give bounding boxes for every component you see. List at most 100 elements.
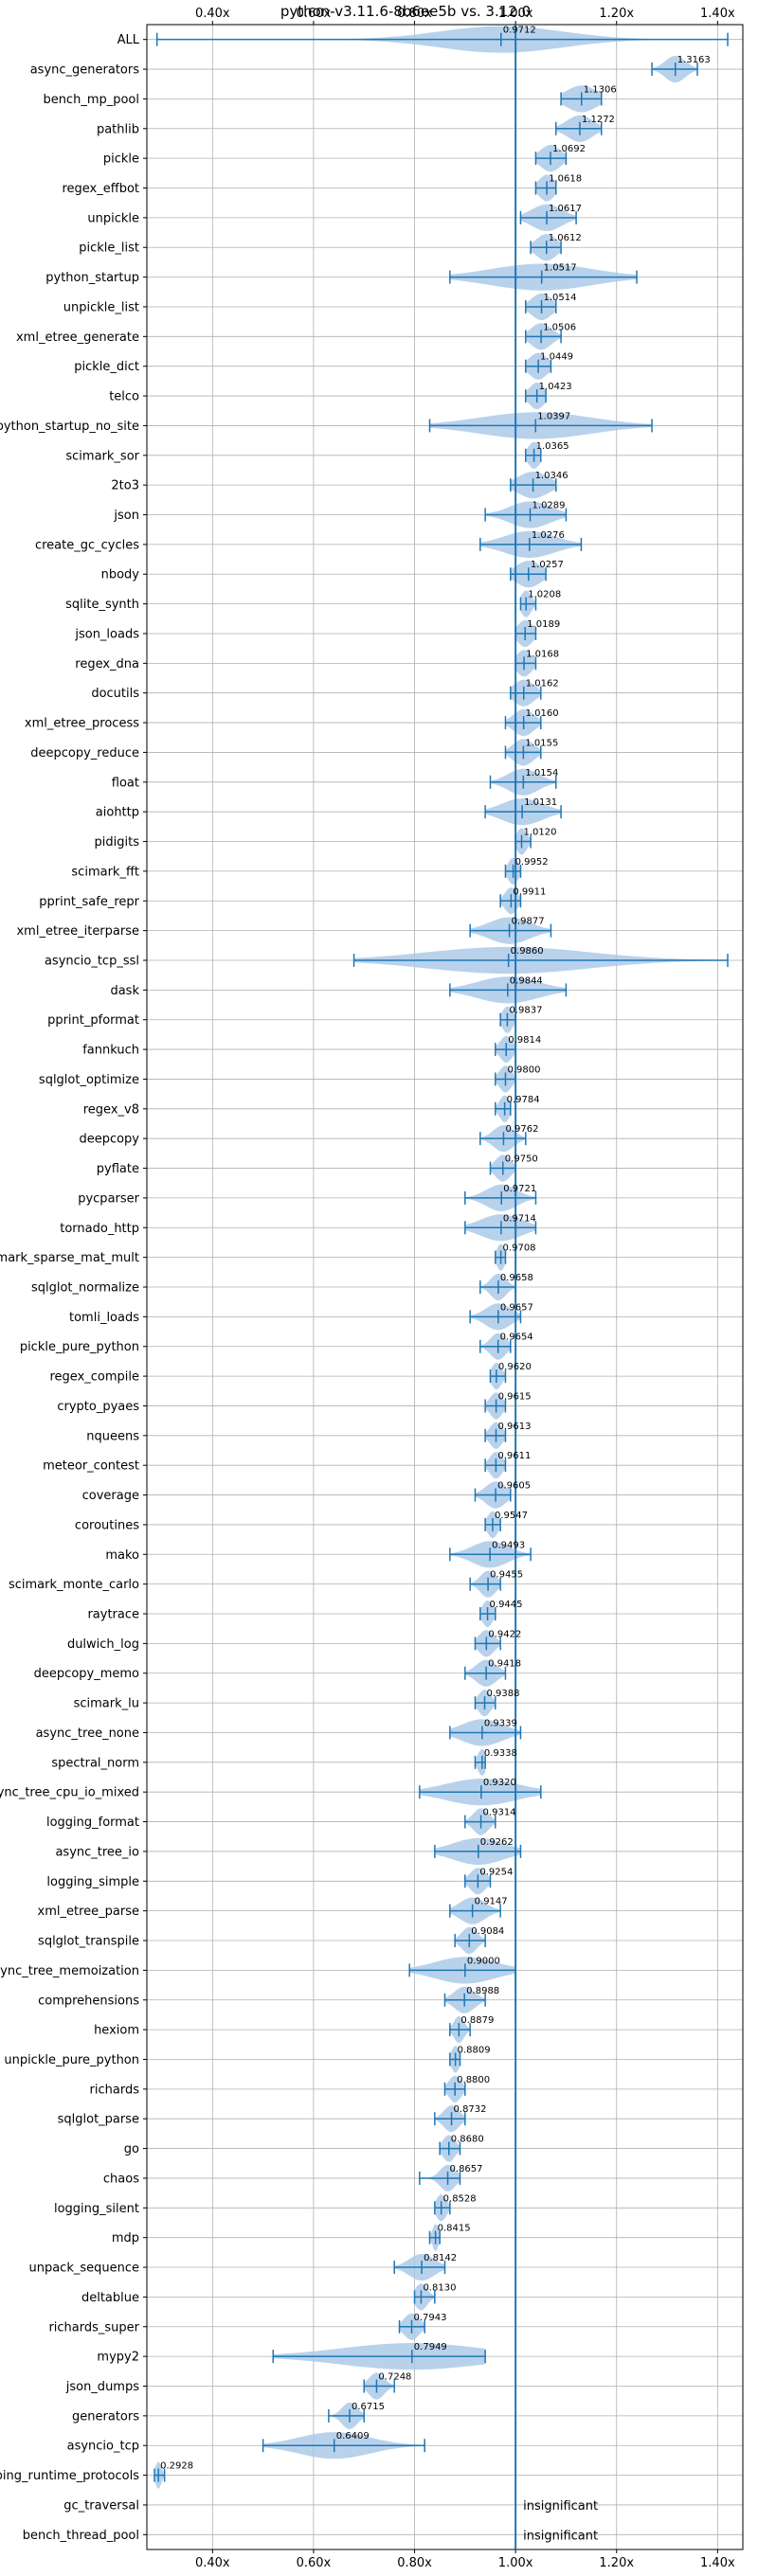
- value-label: 0.9658: [500, 1273, 533, 1283]
- benchmark-label: 2to3: [111, 479, 139, 493]
- benchmark-label: regex_dna: [75, 657, 139, 671]
- benchmark-label: richards: [90, 2083, 140, 2097]
- benchmark-label: async_tree_none: [36, 1726, 139, 1741]
- insignificant-label: insignificant: [523, 2499, 598, 2513]
- value-label: 0.9418: [488, 1659, 521, 1670]
- chart-title: python-v3.11.6-8b6ee5b vs. 3.12.0: [280, 3, 531, 20]
- benchmark-label: aiohttp: [96, 806, 139, 820]
- value-label: 0.2928: [160, 2461, 193, 2472]
- benchmark-label: chaos: [103, 2172, 139, 2186]
- benchmark-label: typing_runtime_protocols: [0, 2469, 139, 2483]
- value-label: 0.9605: [497, 1481, 531, 1492]
- value-label: 1.0168: [526, 649, 559, 659]
- value-label: 0.9708: [503, 1243, 536, 1254]
- value-label: 0.9837: [509, 1006, 542, 1016]
- benchmark-label: comprehensions: [38, 1994, 139, 2008]
- benchmark-label: pprint_pformat: [47, 1013, 139, 1028]
- value-label: 0.6715: [352, 2402, 385, 2412]
- benchmark-label: xml_etree_process: [25, 717, 139, 731]
- benchmark-label: gc_traversal: [63, 2498, 139, 2513]
- value-label: 0.9338: [484, 1748, 517, 1759]
- benchmark-label: deepcopy_memo: [34, 1667, 139, 1681]
- value-label: 1.0160: [526, 708, 559, 719]
- benchmark-label: docutils: [91, 687, 139, 701]
- value-label: 0.8800: [457, 2075, 490, 2085]
- value-label: 0.9000: [467, 1956, 500, 1966]
- benchmark-label: richards_super: [48, 2320, 139, 2334]
- value-label: 1.0208: [528, 590, 561, 600]
- benchmark-label: raytrace: [87, 1608, 139, 1622]
- value-label: 0.8732: [454, 2104, 487, 2115]
- value-label: 0.9455: [490, 1570, 523, 1581]
- value-label: 0.9657: [500, 1302, 533, 1313]
- value-label: 1.0276: [532, 530, 565, 541]
- benchmark-label: bench_thread_pool: [23, 2529, 139, 2543]
- benchmark-label: json_dumps: [65, 2380, 139, 2394]
- value-label: 0.9147: [475, 1897, 508, 1907]
- benchmark-label: asyncio_tcp: [67, 2440, 139, 2454]
- benchmark-label: tomli_loads: [69, 1311, 139, 1325]
- value-label: 0.9620: [498, 1362, 532, 1372]
- benchmark-label: xml_etree_parse: [38, 1905, 139, 1919]
- benchmark-label: logging_silent: [54, 2202, 139, 2216]
- value-label: 0.9750: [505, 1154, 538, 1165]
- benchmark-label: pickle: [103, 152, 139, 167]
- value-label: 0.9814: [508, 1035, 541, 1046]
- benchmark-label: meteor_contest: [43, 1459, 139, 1474]
- value-label: 1.0517: [544, 263, 577, 274]
- x-tick-label-bottom: 1.20x: [599, 2556, 634, 2570]
- benchmark-label: mypy2: [97, 2351, 139, 2365]
- benchmark-label: sqlglot_normalize: [31, 1281, 139, 1296]
- value-label: 0.7943: [413, 2313, 446, 2323]
- value-label: 1.1272: [582, 115, 615, 125]
- benchmark-label: sqlglot_optimize: [39, 1073, 139, 1087]
- value-label: 0.8657: [450, 2164, 483, 2174]
- benchmark-label: unpickle: [87, 211, 139, 225]
- axes: [143, 21, 744, 2553]
- benchmark-label: sqlglot_parse: [58, 2113, 139, 2127]
- benchmark-label: deepcopy_reduce: [30, 746, 139, 760]
- insignificant-label: insignificant: [523, 2529, 598, 2543]
- benchmark-label: coroutines: [75, 1518, 139, 1532]
- benchmark-label: unpickle_pure_python: [4, 2053, 139, 2067]
- value-label: 1.0506: [543, 322, 576, 332]
- value-label: 1.0692: [552, 144, 586, 154]
- benchmark-label: scimark_fft: [71, 865, 139, 879]
- value-label: 0.9800: [507, 1064, 540, 1075]
- value-label: 0.8142: [424, 2253, 457, 2263]
- x-tick-label-bottom: 1.00x: [498, 2556, 533, 2570]
- value-label: 0.9547: [495, 1511, 528, 1521]
- value-label: 0.8130: [423, 2282, 456, 2293]
- value-label: 0.9721: [503, 1184, 536, 1194]
- benchmark-label: xml_etree_iterparse: [16, 924, 139, 939]
- value-label: 1.0120: [524, 828, 557, 838]
- benchmark-label: coverage: [82, 1489, 139, 1503]
- benchmark-label: nbody: [101, 568, 140, 582]
- benchmark-label: sqlite_synth: [65, 598, 139, 612]
- benchmark-label: tornado_http: [60, 1222, 139, 1236]
- benchmark-label: telco: [109, 390, 139, 404]
- value-label: 0.9320: [483, 1778, 516, 1788]
- value-label: 0.9877: [512, 917, 545, 927]
- benchmark-label: python_startup: [45, 271, 139, 285]
- benchmark-label: bench_mp_pool: [43, 93, 139, 107]
- benchmark-label: regex_compile: [49, 1370, 139, 1385]
- value-label: 0.8809: [458, 2045, 491, 2055]
- benchmark-label: pickle_list: [79, 242, 139, 256]
- value-label: 0.9339: [484, 1718, 517, 1728]
- value-label: 0.9784: [507, 1095, 540, 1105]
- benchmark-label: dask: [110, 984, 139, 998]
- value-label: 1.0514: [544, 293, 577, 303]
- value-label: 0.9262: [480, 1837, 514, 1848]
- value-label: 1.0397: [537, 411, 570, 421]
- benchmark-label: pathlib: [97, 122, 139, 136]
- benchmark-label: sqlglot_transpile: [38, 1935, 139, 1949]
- value-label: 0.9860: [511, 946, 544, 957]
- value-label: 1.0617: [549, 204, 582, 214]
- benchmark-label: dulwich_log: [67, 1637, 139, 1652]
- x-tick-label-bottom: 0.40x: [195, 2556, 230, 2570]
- benchmark-label: json_loads: [74, 627, 139, 641]
- benchmark-label: ALL: [117, 33, 140, 47]
- value-label: 0.9654: [500, 1333, 533, 1343]
